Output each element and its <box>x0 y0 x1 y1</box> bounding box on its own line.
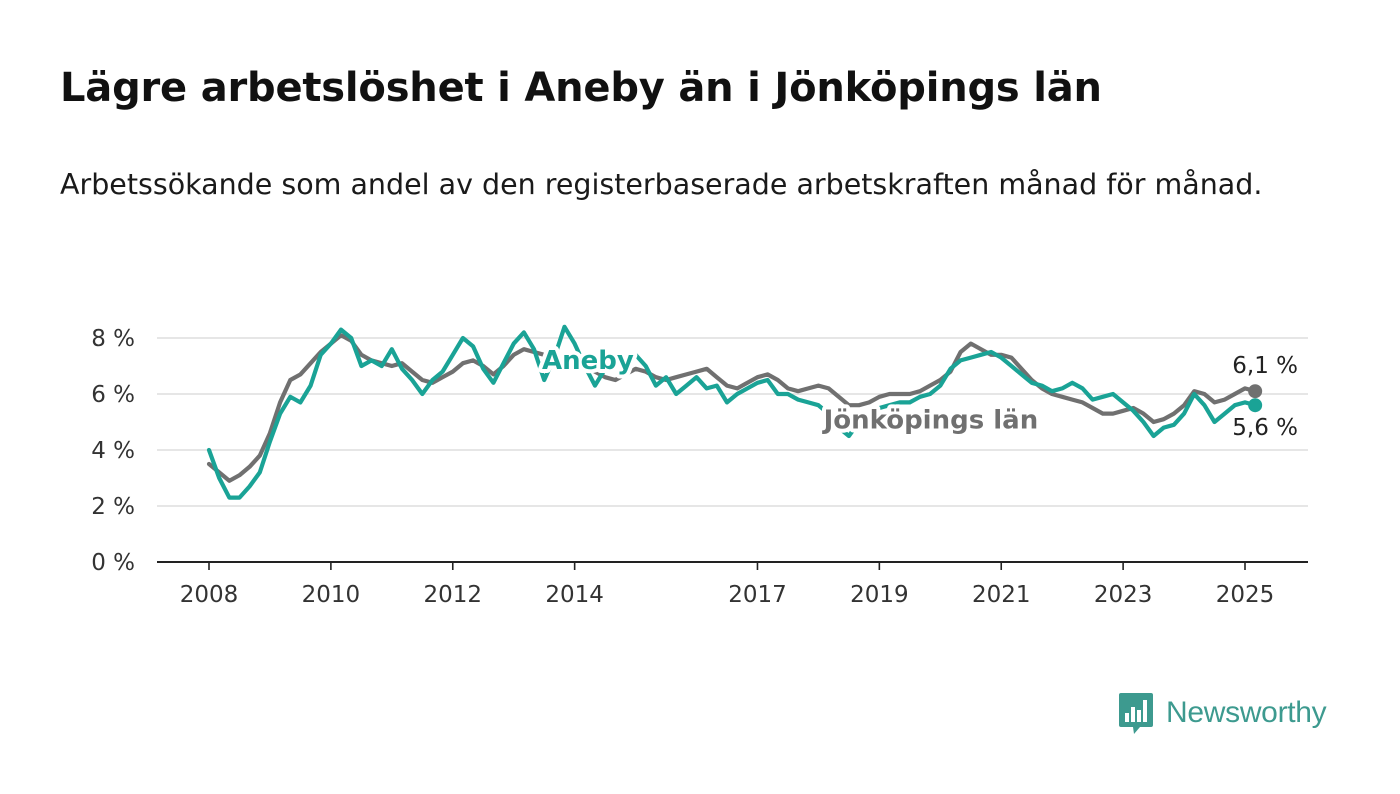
x-tick-label: 2023 <box>1094 582 1153 608</box>
end-point-marker <box>1248 384 1263 399</box>
series-line-j-nk-pings-l-n <box>206 333 1258 483</box>
x-tick-label: 2025 <box>1216 582 1275 608</box>
end-value-label: 6,1 % <box>1232 353 1298 379</box>
x-tick-label: 2008 <box>180 582 239 608</box>
series-label: Aneby <box>542 346 634 376</box>
end-point-marker <box>1248 398 1263 413</box>
x-tick-label: 2010 <box>302 582 361 608</box>
y-tick-label: 8 % <box>91 326 135 352</box>
x-tick-label: 2012 <box>423 582 482 608</box>
brand-name: Newsworthy <box>1166 696 1327 729</box>
x-tick-label: 2017 <box>728 582 787 608</box>
end-value-label: 5,6 % <box>1232 415 1298 441</box>
y-tick-label: 4 % <box>91 438 135 464</box>
y-tick-label: 0 % <box>91 550 135 576</box>
page-subtitle: Arbetssökande som andel av den registerb… <box>60 168 1263 201</box>
x-tick-label: 2019 <box>850 582 909 608</box>
y-tick-label: 6 % <box>91 382 135 408</box>
bar-chart-logo-icon <box>1119 693 1153 734</box>
brand-logo: Newsworthy <box>1118 690 1327 736</box>
series-label: Jönköpings län <box>822 405 1039 435</box>
x-tick-label: 2014 <box>545 582 604 608</box>
x-tick-label: 2021 <box>972 582 1031 608</box>
series-line-aneby <box>206 324 1258 500</box>
page-title: Lägre arbetslöshet i Aneby än i Jönköpin… <box>60 65 1102 111</box>
y-tick-label: 2 % <box>91 494 135 520</box>
